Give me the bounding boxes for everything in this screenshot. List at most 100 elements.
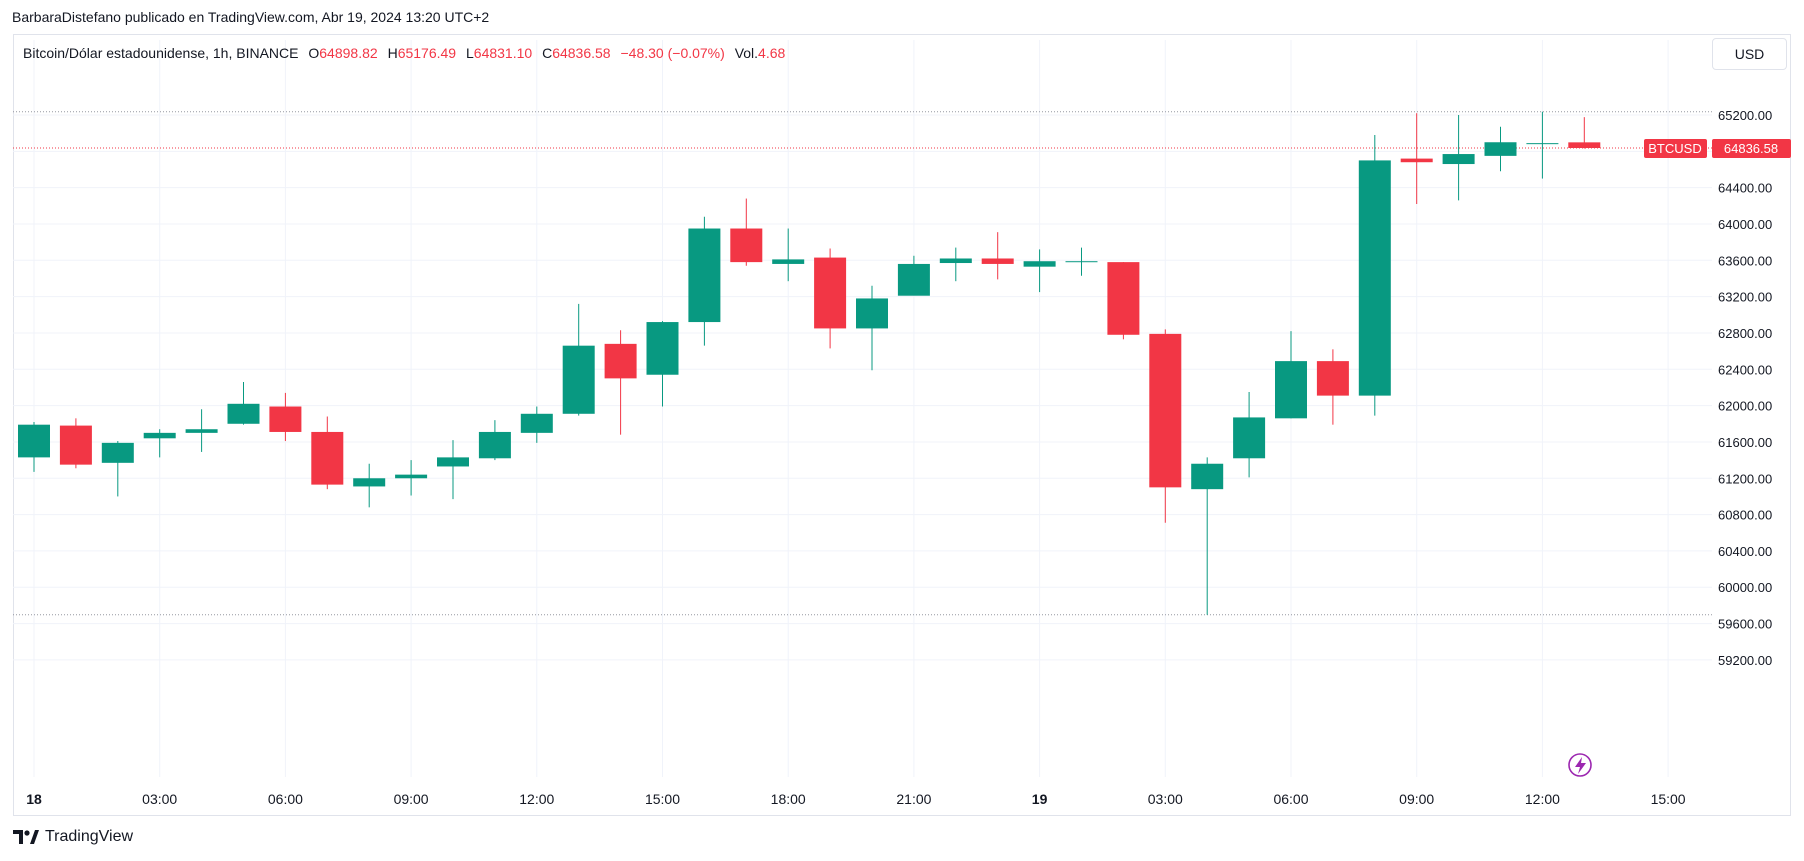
candle bbox=[688, 216, 721, 346]
candle bbox=[311, 416, 344, 490]
candle bbox=[1358, 134, 1391, 416]
candle-body bbox=[185, 429, 218, 433]
candle bbox=[1149, 329, 1182, 523]
candle bbox=[1275, 331, 1307, 419]
y-tick-label: 60000.00 bbox=[1718, 580, 1772, 595]
x-tick-label: 18 bbox=[26, 791, 42, 807]
candle-body bbox=[688, 228, 721, 323]
close-value: 64836.58 bbox=[552, 45, 611, 61]
candle-body bbox=[1233, 417, 1266, 459]
candle bbox=[897, 255, 930, 296]
last-price-tag: BTCUSD 64836.58 bbox=[1644, 139, 1791, 159]
candle-body bbox=[1526, 143, 1559, 145]
candle bbox=[1484, 126, 1517, 172]
y-tick-label: 60800.00 bbox=[1718, 508, 1772, 523]
close-label: C bbox=[542, 45, 553, 61]
candle bbox=[772, 228, 805, 282]
x-tick-label: 15:00 bbox=[1651, 791, 1686, 807]
candle-body bbox=[59, 425, 92, 465]
candle bbox=[1023, 249, 1056, 293]
y-tick-label: 62800.00 bbox=[1718, 326, 1772, 341]
candle bbox=[143, 429, 176, 458]
x-tick-label: 19 bbox=[1032, 791, 1048, 807]
vol-value: 4.68 bbox=[758, 45, 786, 61]
x-tick-label: 12:00 bbox=[519, 791, 554, 807]
high-value: 65176.49 bbox=[397, 45, 457, 61]
candle-body bbox=[604, 343, 637, 379]
candle bbox=[185, 409, 218, 452]
x-tick-label: 15:00 bbox=[645, 791, 680, 807]
footer-brand[interactable]: TradingView bbox=[13, 828, 133, 846]
y-tick-label: 64400.00 bbox=[1718, 181, 1772, 196]
candles bbox=[18, 111, 1601, 615]
candle-body bbox=[437, 457, 469, 467]
x-tick-label: 06:00 bbox=[268, 791, 303, 807]
candle-body bbox=[1065, 261, 1098, 263]
candle-body bbox=[353, 478, 386, 487]
candle-body bbox=[646, 322, 679, 375]
candle-body bbox=[939, 258, 972, 264]
candle-body bbox=[1442, 154, 1475, 165]
open-value: 64898.82 bbox=[319, 45, 378, 61]
candle bbox=[1065, 247, 1098, 276]
candle-body bbox=[1568, 142, 1601, 149]
candle-body bbox=[478, 431, 511, 459]
symbol-name[interactable]: Bitcoin/Dólar estadounidense, 1h, BINANC… bbox=[23, 45, 299, 61]
candle bbox=[353, 463, 386, 508]
open-label: O bbox=[308, 45, 320, 61]
flash-bolt bbox=[1575, 757, 1586, 774]
candle bbox=[1526, 111, 1559, 179]
x-tick-label: 18:00 bbox=[771, 791, 806, 807]
chart-legend: Bitcoin/Dólar estadounidense, 1h, BINANC… bbox=[23, 45, 785, 61]
candle bbox=[981, 232, 1014, 280]
currency-button[interactable]: USD bbox=[1712, 38, 1787, 70]
candle bbox=[227, 382, 260, 425]
high-low-lines bbox=[13, 111, 1712, 616]
candle bbox=[59, 418, 92, 469]
flash-icon[interactable] bbox=[1568, 753, 1592, 777]
flash-circle bbox=[1568, 753, 1592, 777]
y-tick-label: 62000.00 bbox=[1718, 399, 1772, 414]
symbol-tag-label: BTCUSD bbox=[1648, 141, 1701, 156]
candle-body bbox=[1316, 361, 1349, 396]
y-tick-label: 63200.00 bbox=[1718, 290, 1772, 305]
candle-body bbox=[227, 403, 260, 424]
low-value: 64831.10 bbox=[473, 45, 533, 61]
candle-body bbox=[1023, 261, 1056, 267]
y-tick-label: 65200.00 bbox=[1718, 108, 1772, 123]
y-tick-label: 59200.00 bbox=[1718, 653, 1772, 668]
x-tick-label: 03:00 bbox=[1148, 791, 1183, 807]
candle-body bbox=[772, 259, 805, 264]
candle bbox=[730, 198, 763, 266]
candle-body bbox=[269, 406, 302, 432]
candle bbox=[604, 330, 637, 435]
y-tick-label: 61200.00 bbox=[1718, 471, 1772, 486]
candle bbox=[562, 303, 595, 416]
candle bbox=[1316, 349, 1349, 425]
brand-name: TradingView bbox=[45, 828, 134, 845]
x-tick-label: 21:00 bbox=[896, 791, 931, 807]
y-tick-label: 61600.00 bbox=[1718, 435, 1772, 450]
candle bbox=[856, 285, 888, 371]
candle bbox=[1400, 113, 1433, 205]
candle-body bbox=[395, 474, 428, 479]
candle bbox=[1107, 262, 1140, 340]
x-tick-label: 09:00 bbox=[394, 791, 429, 807]
candle bbox=[395, 460, 428, 496]
candle bbox=[814, 248, 847, 349]
candle-body bbox=[1149, 333, 1182, 488]
x-tick-label: 12:00 bbox=[1525, 791, 1560, 807]
candle bbox=[939, 247, 972, 282]
tradingview-logo-icon bbox=[13, 830, 39, 844]
change-value: −48.30 (−0.07%) bbox=[620, 45, 725, 61]
candle-body bbox=[981, 258, 1014, 264]
y-tick-label: 59600.00 bbox=[1718, 617, 1772, 632]
candle bbox=[1442, 115, 1475, 201]
high-label: H bbox=[387, 45, 398, 61]
candle bbox=[1191, 457, 1224, 615]
candle-body bbox=[1484, 142, 1517, 156]
candle bbox=[101, 441, 134, 497]
y-tick-label: 64000.00 bbox=[1718, 217, 1772, 232]
candle-body bbox=[1400, 158, 1433, 163]
